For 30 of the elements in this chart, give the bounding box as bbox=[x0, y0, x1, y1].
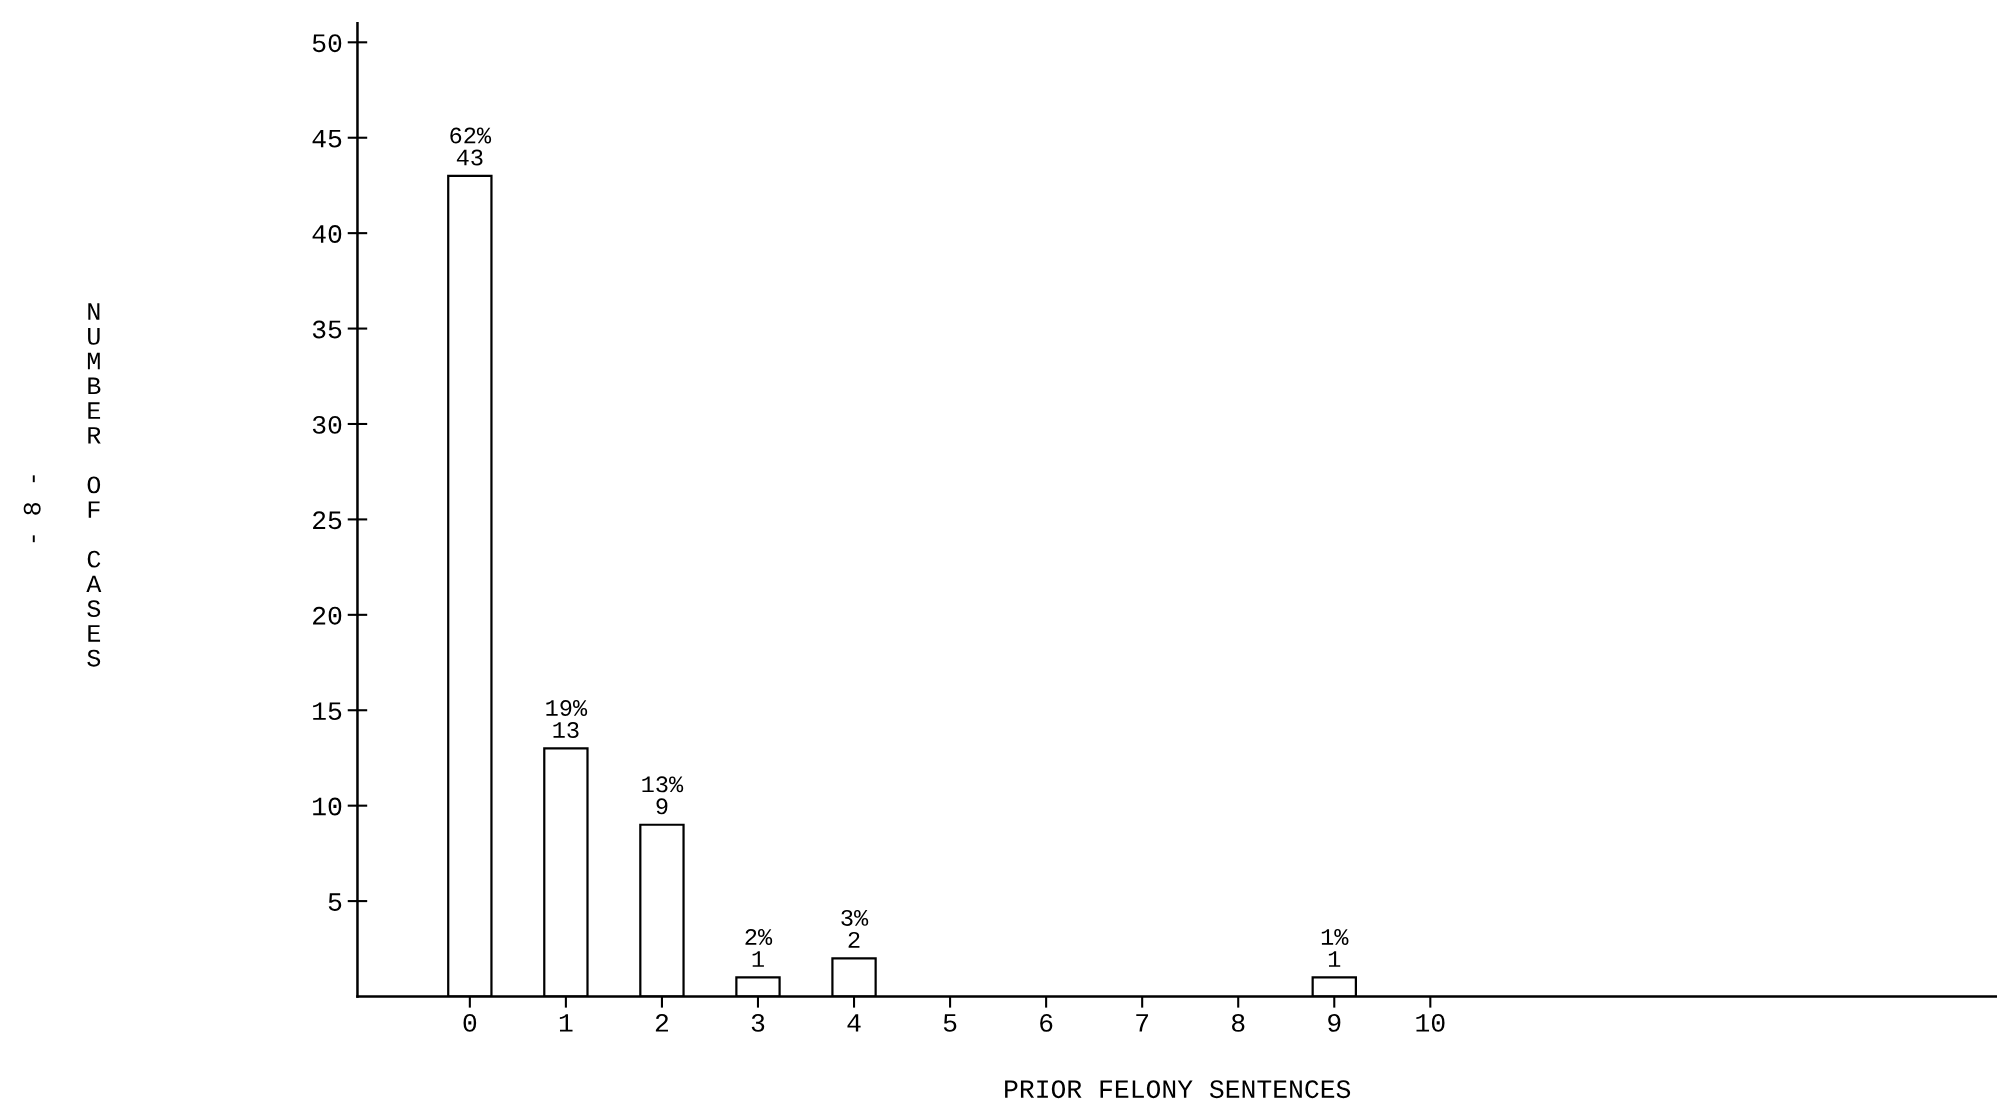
y-tick-label: 35 bbox=[312, 320, 342, 339]
x-tick-label: 4 bbox=[847, 1014, 861, 1032]
y-tick-label: 50 bbox=[312, 34, 342, 53]
data-label: 13% 9 bbox=[642, 776, 684, 815]
y-tick-label: 45 bbox=[312, 129, 342, 148]
x-axis-title: PRIOR FELONY SENTENCES bbox=[1005, 1080, 1351, 1099]
x-tick-label: 10 bbox=[1416, 1013, 1445, 1032]
y-tick-label: 15 bbox=[313, 702, 342, 721]
data-label: 1% 1 bbox=[1321, 929, 1349, 967]
data-label: 3% 2 bbox=[841, 909, 869, 948]
y-tick-label: 40 bbox=[312, 225, 342, 243]
data-label: 19% 13 bbox=[546, 699, 588, 739]
x-tick-label: 6 bbox=[1040, 1013, 1053, 1032]
text: - 8 - bbox=[23, 475, 41, 543]
x-tick-label: 8 bbox=[1232, 1013, 1245, 1032]
x-tick-label: 0 bbox=[463, 1013, 477, 1032]
y-tick-label: 25 bbox=[313, 511, 342, 530]
data-label: 62% 43 bbox=[450, 127, 492, 166]
y-tick-label: 30 bbox=[312, 415, 342, 434]
data-label: 2% 1 bbox=[745, 928, 773, 967]
y-tick-label: 10 bbox=[313, 797, 342, 816]
x-tick-label: 9 bbox=[1328, 1013, 1341, 1032]
x-tick-label: 5 bbox=[943, 1014, 957, 1032]
y-tick-label: 20 bbox=[313, 606, 342, 625]
x-tick-label: 2 bbox=[655, 1013, 668, 1032]
x-tick-label: 3 bbox=[751, 1013, 765, 1032]
text: NUMBER OF CASES bbox=[86, 303, 102, 667]
x-tick-label: 1 bbox=[559, 1014, 573, 1032]
x-tick-label: 7 bbox=[1136, 1014, 1149, 1032]
y-tick-label: 5 bbox=[328, 893, 342, 911]
